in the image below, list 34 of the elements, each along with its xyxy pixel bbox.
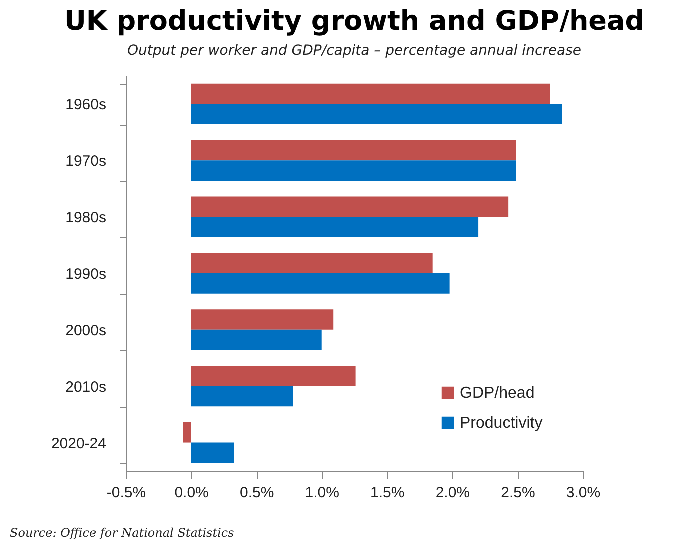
x-tick-label: 1.5% <box>370 484 405 502</box>
x-tick-label: 1.0% <box>305 484 340 502</box>
chart-subtitle: Output per worker and GDP/capita – percentage annual increase <box>128 43 582 59</box>
source-note: Source: Office for National Statistics <box>10 526 234 540</box>
chart-title: UK productivity growth and GDP/head <box>64 6 645 37</box>
x-tick-label: 0.5% <box>240 484 274 502</box>
bar <box>191 253 433 274</box>
bar <box>191 310 334 330</box>
y-tick-label: 2000s <box>66 322 106 340</box>
y-tick-label: 1960s <box>66 96 106 114</box>
legend-label: GDP/head <box>460 385 535 402</box>
x-tick-label: 2.5% <box>501 484 536 502</box>
bar <box>191 366 356 386</box>
bar <box>191 140 516 161</box>
legend-label: Productivity <box>460 415 543 432</box>
x-tick-label: 0.0% <box>174 484 209 502</box>
y-tick-label: 1990s <box>66 266 106 283</box>
y-tick-label: 1970s <box>66 153 106 170</box>
bar <box>191 196 509 218</box>
bar <box>191 84 550 104</box>
bar <box>191 160 516 181</box>
bar <box>191 217 479 238</box>
bar <box>191 386 294 407</box>
x-tick-label: 3.0% <box>566 484 601 502</box>
y-tick-label: 2010s <box>66 378 106 396</box>
y-tick-label: 2020-24 <box>51 435 106 452</box>
bar <box>191 104 562 125</box>
bar <box>191 330 322 350</box>
bar <box>191 442 234 464</box>
x-tick-label: -0.5% <box>106 484 146 502</box>
bar <box>191 274 450 294</box>
y-tick-label: 1980s <box>66 210 106 227</box>
bar <box>183 422 192 443</box>
x-tick-label: 2.0% <box>436 484 470 502</box>
